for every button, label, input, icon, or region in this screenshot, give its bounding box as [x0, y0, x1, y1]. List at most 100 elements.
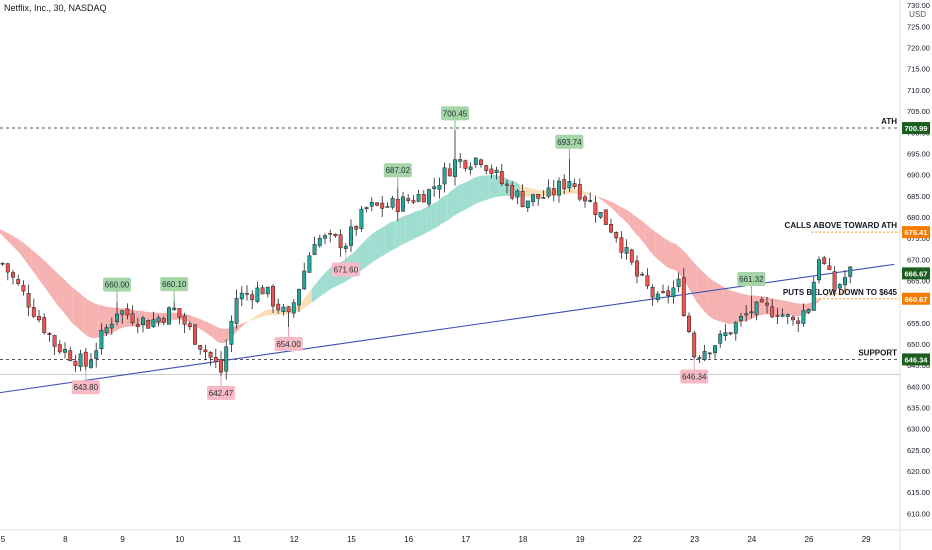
ribbon-segment — [634, 215, 640, 238]
candle — [692, 330, 697, 360]
candle — [827, 258, 832, 271]
y-tick-label: 650.00 — [907, 340, 930, 349]
candle — [655, 291, 660, 303]
candle — [427, 188, 431, 207]
ribbon-segment — [717, 283, 723, 323]
price-axis[interactable]: 610.00 615.00 620.00 625.00 630.00 635.00 640.… — [907, 1, 930, 518]
candle — [182, 312, 187, 334]
ribbon-segment — [442, 194, 448, 224]
candle-body — [432, 186, 437, 189]
candle — [536, 193, 541, 206]
candle — [328, 229, 333, 243]
candle-body — [843, 277, 847, 286]
candle — [479, 158, 483, 168]
ribbon-segment — [629, 211, 635, 233]
support-badge-text: 646.34 — [905, 355, 929, 364]
candle-body — [359, 208, 364, 229]
ribbon-segment — [837, 290, 843, 296]
ribbon-segment — [395, 217, 401, 249]
ribbon-segment — [197, 318, 203, 331]
candle-body — [822, 257, 827, 264]
candle-body — [458, 159, 463, 162]
calls-badge-text: 676.41 — [905, 228, 928, 237]
candle-body — [291, 302, 296, 314]
candle — [671, 280, 676, 304]
label-box — [103, 277, 131, 292]
candle — [312, 236, 317, 255]
candle — [598, 211, 603, 219]
candle — [640, 271, 645, 277]
ribbon-segment — [379, 226, 385, 258]
candle-body — [271, 285, 275, 307]
candle-body — [260, 287, 265, 295]
high-label: 687.02 — [383, 163, 412, 188]
candle-body — [11, 272, 15, 278]
candle — [271, 284, 275, 314]
high-label: 661.32 — [737, 272, 766, 297]
y-tick-label: 640.00 — [907, 382, 930, 391]
candle — [229, 315, 234, 353]
candle — [489, 164, 494, 179]
candle — [286, 305, 291, 328]
candle — [837, 282, 842, 290]
ribbon-segment — [41, 258, 47, 291]
candle — [796, 316, 801, 332]
candle-body — [650, 286, 655, 298]
x-tick-label: 15 — [347, 535, 356, 544]
candle-body — [629, 249, 634, 263]
ribbon-segment — [728, 289, 734, 324]
time-axis[interactable]: 5 8 9 10 11 12 15 16 17 18 19 22 23 24 26 29 — [1, 535, 871, 544]
candle — [115, 301, 119, 326]
candles-layer — [0, 130, 853, 380]
candle — [588, 192, 593, 203]
candle-body — [416, 194, 421, 202]
candle-body — [499, 171, 504, 184]
candle-body — [146, 320, 151, 329]
ribbon-segment — [98, 304, 104, 338]
ribbon-segment — [234, 324, 240, 335]
candle — [42, 313, 47, 335]
candle — [172, 301, 177, 311]
candle — [551, 180, 556, 202]
y-tick-label: 610.00 — [907, 509, 930, 518]
candle — [0, 262, 5, 266]
calls-badge-bg — [902, 226, 930, 239]
ribbon-segment — [733, 291, 739, 324]
support-badge: 646.34 — [902, 353, 930, 366]
ribbon-segment — [691, 259, 697, 303]
calls-label: CALLS ABOVE TOWARD ATH — [785, 221, 898, 230]
candle — [510, 181, 515, 201]
candle — [583, 194, 587, 208]
candle — [557, 177, 561, 203]
candle-body — [343, 245, 348, 249]
candle-body — [104, 327, 109, 334]
candle-body — [172, 307, 177, 311]
ribbon-segment — [20, 240, 26, 262]
candle-body — [609, 224, 613, 233]
ribbon-segment — [369, 232, 375, 265]
last-price-badge: 666.67 — [902, 267, 930, 280]
candle-body — [37, 315, 41, 321]
candle-body — [427, 189, 431, 205]
candle — [219, 351, 223, 377]
y-tick-label: 715.00 — [907, 65, 930, 74]
ribbon-segment — [416, 209, 422, 238]
candle — [432, 177, 437, 197]
candle — [99, 323, 104, 355]
candle — [406, 194, 411, 204]
candle-body — [791, 316, 795, 321]
candle-body — [421, 194, 426, 203]
candle-body — [697, 357, 702, 359]
candle-body — [447, 168, 452, 177]
x-tick-label: 5 — [1, 535, 6, 544]
ribbon-segment — [712, 280, 718, 321]
candle-body — [453, 159, 457, 177]
candle — [739, 313, 743, 327]
candle — [5, 262, 10, 281]
candle — [177, 308, 182, 325]
ribbon-segment — [5, 231, 11, 244]
y-tick-label: 675.00 — [907, 234, 930, 243]
candle-body — [728, 332, 733, 335]
y-tick-label: 730.00 — [907, 1, 930, 10]
